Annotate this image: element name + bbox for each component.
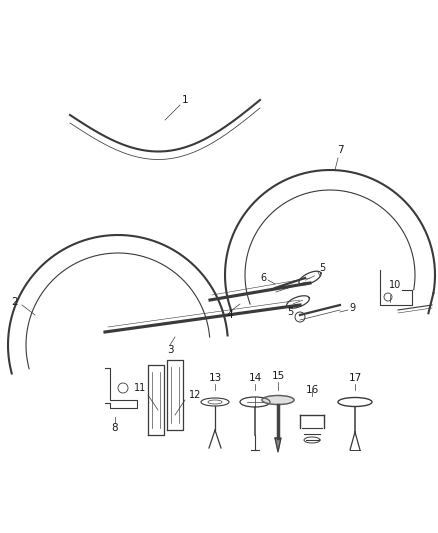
Text: 4: 4 xyxy=(227,310,233,320)
Text: 6: 6 xyxy=(260,273,266,283)
Text: 5: 5 xyxy=(319,263,325,273)
Text: 17: 17 xyxy=(348,373,362,383)
Text: 15: 15 xyxy=(272,371,285,381)
Polygon shape xyxy=(275,438,281,452)
Text: 3: 3 xyxy=(167,345,173,355)
Text: 9: 9 xyxy=(349,303,355,313)
Text: 10: 10 xyxy=(389,280,401,290)
Text: 13: 13 xyxy=(208,373,222,383)
Text: 12: 12 xyxy=(189,390,201,400)
Ellipse shape xyxy=(262,395,294,405)
Text: 8: 8 xyxy=(112,423,118,433)
Text: 5: 5 xyxy=(287,307,293,317)
Text: 1: 1 xyxy=(182,95,188,105)
Text: 11: 11 xyxy=(134,383,146,393)
Text: 14: 14 xyxy=(248,373,261,383)
Text: 7: 7 xyxy=(337,145,343,155)
Text: 2: 2 xyxy=(12,297,18,307)
Text: 16: 16 xyxy=(305,385,318,395)
